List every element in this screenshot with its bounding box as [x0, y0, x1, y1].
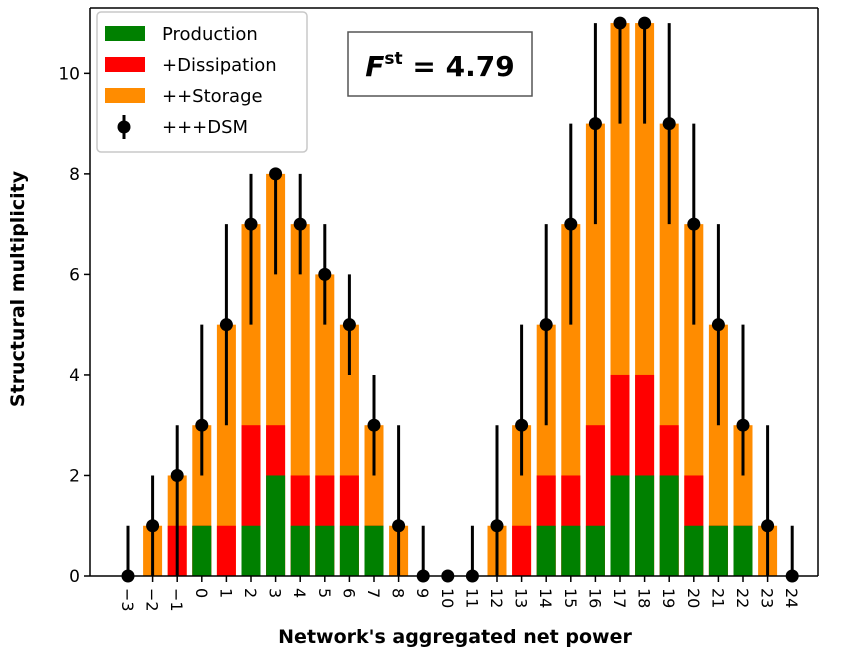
y-tick-label-6: 6 — [69, 265, 80, 285]
x-tick-label-10: 7 — [364, 588, 383, 598]
bar-production-24 — [708, 525, 728, 576]
x-tick-label-1: −2 — [143, 588, 162, 612]
fst-annotation: Fst = 4.79 — [347, 31, 533, 97]
point-dsm-20 — [613, 16, 627, 30]
x-tick-label-2: −1 — [167, 588, 186, 612]
point-dsm-21 — [638, 16, 652, 30]
y-tick-label-2: 2 — [69, 466, 80, 486]
bar-production-7 — [290, 525, 310, 576]
bar-production-23 — [684, 525, 704, 576]
y-tick-label-8: 8 — [69, 165, 80, 185]
x-tick-label-23: 20 — [684, 588, 703, 608]
bar-production-21 — [635, 475, 655, 576]
point-dsm-10 — [367, 418, 381, 432]
x-tick-label-5: 2 — [241, 588, 260, 598]
x-tick-label-4: 1 — [216, 588, 235, 598]
bar-production-18 — [561, 525, 581, 576]
point-dsm-17 — [539, 318, 553, 332]
bar-production-9 — [339, 525, 359, 576]
bar-dissipation-4 — [216, 525, 236, 576]
point-dsm-18 — [564, 217, 578, 231]
x-axis-label: Network's aggregated net power — [278, 626, 632, 648]
legend-swatch-storage — [105, 88, 145, 103]
point-dsm-3 — [195, 418, 209, 432]
bar-production-8 — [315, 525, 335, 576]
axes-layer — [89, 7, 819, 577]
point-dsm-25 — [736, 418, 750, 432]
x-tick-label-7: 4 — [290, 588, 309, 598]
bar-production-20 — [610, 475, 630, 576]
bar-storage-4 — [216, 324, 236, 576]
point-dsm-4 — [219, 318, 233, 332]
bar-storage-24 — [708, 324, 728, 576]
legend-swatch-dissipation — [105, 57, 145, 72]
legend-marker-dsm — [117, 120, 131, 134]
x-tick-label-13: 10 — [438, 588, 457, 608]
bar-production-10 — [364, 525, 384, 576]
point-dsm-11 — [392, 519, 406, 533]
legend-swatch-production — [105, 26, 145, 41]
legend-frame — [96, 11, 308, 153]
bar-production-5 — [241, 525, 261, 576]
x-tick-label-17: 14 — [536, 588, 555, 608]
bars-layer — [143, 23, 778, 576]
annotation-symbol: F — [365, 50, 384, 83]
bar-production-6 — [266, 475, 286, 576]
y-tick-label-0: 0 — [69, 567, 80, 587]
x-tick-label-26: 23 — [758, 588, 777, 608]
bar-production-17 — [536, 525, 556, 576]
x-tick-label-11: 8 — [389, 588, 408, 598]
point-dsm-8 — [318, 267, 332, 281]
bar-production-22 — [659, 475, 679, 576]
annotation-superscript: st — [384, 49, 402, 69]
x-tick-label-6: 3 — [266, 588, 285, 598]
point-dsm-26 — [761, 519, 775, 533]
y-tick-label-4: 4 — [69, 366, 80, 386]
point-dsm-2 — [170, 468, 184, 482]
legend-label-storage: ++Storage — [162, 86, 263, 107]
point-dsm-19 — [588, 117, 602, 131]
bar-production-25 — [733, 525, 753, 576]
svg-text:Fst = 4.79: Fst = 4.79 — [365, 49, 514, 83]
point-dsm-6 — [269, 167, 283, 181]
bar-production-19 — [585, 525, 605, 576]
x-tick-label-21: 18 — [635, 588, 654, 608]
legend-label-dissipation: +Dissipation — [162, 55, 277, 76]
point-dsm-1 — [146, 519, 160, 533]
x-tick-label-19: 16 — [585, 588, 604, 608]
bar-dissipation-16 — [512, 525, 532, 576]
x-tick-label-14: 11 — [462, 588, 481, 608]
point-dsm-23 — [687, 217, 701, 231]
point-dsm-24 — [711, 318, 725, 332]
x-tick-label-24: 21 — [708, 588, 727, 608]
x-tick-label-16: 13 — [512, 588, 531, 608]
x-tick-label-0: −3 — [118, 588, 137, 612]
point-dsm-16 — [515, 418, 529, 432]
point-dsm-5 — [244, 217, 258, 231]
bar-production-3 — [192, 525, 212, 576]
x-tick-label-18: 15 — [561, 588, 580, 608]
annotation-value: = 4.79 — [403, 50, 515, 83]
x-tick-label-25: 22 — [733, 588, 752, 608]
point-dsm-9 — [342, 318, 356, 332]
legend-label-production: Production — [162, 24, 258, 45]
legend-label-dsm: +++DSM — [162, 117, 248, 138]
legend: Production +Dissipation ++Storage +++DSM — [96, 11, 308, 153]
y-tick-label-10: 10 — [58, 64, 80, 84]
x-tick-label-20: 17 — [610, 588, 629, 608]
point-dsm-22 — [662, 117, 676, 131]
x-tick-label-27: 24 — [782, 588, 801, 608]
annotation-frame — [347, 31, 533, 97]
point-dsm-7 — [293, 217, 307, 231]
x-tick-label-15: 12 — [487, 588, 506, 608]
point-dsm-15 — [490, 519, 504, 533]
y-axis-label: Structural multiplicity — [7, 170, 29, 407]
x-tick-label-8: 5 — [315, 588, 334, 598]
x-tick-label-9: 6 — [339, 588, 358, 598]
x-tick-label-3: 0 — [192, 588, 211, 598]
x-tick-label-22: 19 — [659, 588, 678, 608]
x-tick-label-12: 9 — [413, 588, 432, 598]
